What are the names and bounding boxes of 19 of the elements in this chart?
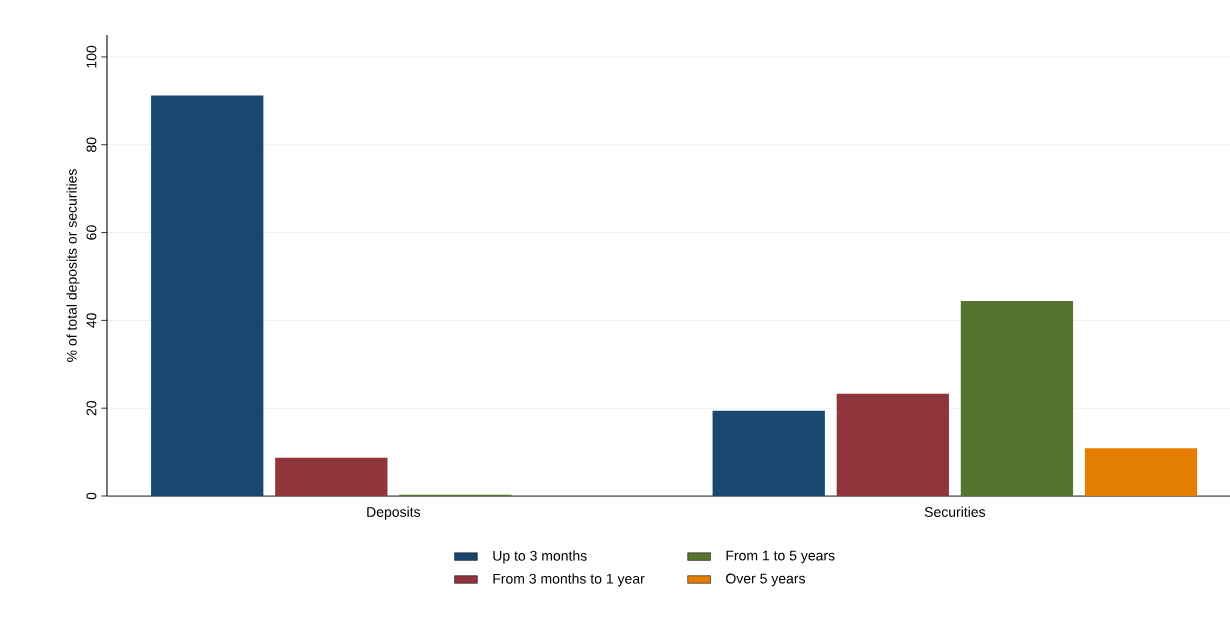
y-tick-label: 20	[86, 400, 97, 416]
legend-label: Over 5 years	[726, 573, 806, 587]
legend-label: From 1 to 5 years	[726, 550, 835, 564]
y-tick-label: 40	[86, 313, 97, 328]
bar	[1084, 448, 1198, 496]
bar	[712, 410, 825, 496]
legend-label: Up to 3 months	[493, 550, 587, 564]
y-tick-label: 100	[86, 45, 97, 68]
bar	[836, 393, 949, 496]
bar	[275, 457, 388, 496]
bar	[960, 301, 1074, 496]
x-tick-label: Deposits	[367, 506, 421, 520]
x-tick-label: Securities	[924, 506, 986, 517]
legend-label: From 3 months to 1 year	[493, 573, 645, 587]
y-tick-label: 0	[86, 492, 97, 500]
y-tick-label: 80	[86, 137, 97, 152]
bar	[151, 95, 264, 496]
y-tick-label: 60	[86, 225, 97, 240]
y-axis-title: % of total deposits or securities	[66, 169, 80, 362]
